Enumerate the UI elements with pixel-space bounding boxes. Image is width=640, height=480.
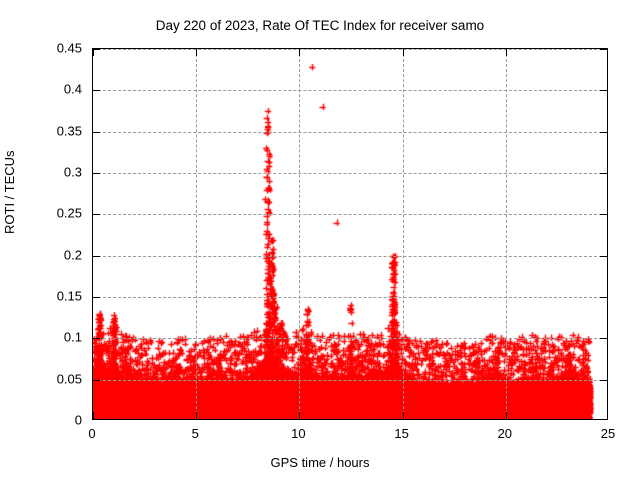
gridline-vertical (299, 49, 301, 419)
gridline-horizontal (93, 90, 607, 92)
x-axis-tick-label: 20 (497, 426, 513, 441)
x-axis-tick (196, 49, 198, 56)
y-axis-tick-label: 0.05 (56, 371, 82, 387)
x-axis-tick (505, 49, 507, 56)
y-axis-tick (93, 90, 100, 92)
y-axis-tick-label: 0.15 (56, 288, 82, 304)
y-axis-tick-label: 0.25 (56, 205, 82, 221)
gridline-horizontal (93, 131, 607, 133)
x-axis-tick-label: 10 (291, 426, 306, 441)
x-axis-tick-label: 5 (191, 426, 199, 441)
y-axis-tick (600, 214, 607, 216)
x-axis-tick (299, 49, 301, 56)
x-axis-tick (505, 412, 507, 419)
gridline-horizontal (93, 338, 607, 340)
y-axis-title: ROTI / TECUs (2, 150, 17, 234)
x-axis-tick (299, 412, 301, 419)
x-axis-tick (402, 49, 404, 56)
y-axis-tick (93, 214, 100, 216)
gridline-vertical (505, 49, 507, 419)
y-axis-tick-label: 0 (74, 412, 82, 428)
y-axis-tick (600, 255, 607, 257)
gridline-vertical (196, 49, 198, 419)
x-axis-title: GPS time / hours (270, 455, 370, 470)
y-axis-tick-label: 0.2 (63, 247, 82, 263)
x-axis-tick-label: 15 (394, 426, 409, 441)
gridline-horizontal (93, 173, 607, 174)
x-axis-tick (196, 412, 198, 419)
gridline-horizontal (93, 49, 607, 50)
y-axis-tick (600, 90, 607, 92)
y-axis-tick (600, 338, 607, 340)
y-axis-tick-label: 0.45 (56, 40, 82, 56)
x-axis-tick (402, 412, 404, 419)
gridline-horizontal (93, 214, 607, 216)
y-axis-tick (93, 297, 100, 298)
gridline-horizontal (93, 297, 607, 298)
y-axis-tick (600, 173, 607, 174)
y-axis-tick (600, 49, 607, 50)
y-axis-tick-label: 0.4 (63, 81, 82, 97)
gridline-vertical (402, 49, 404, 419)
y-axis-tick (93, 255, 100, 257)
gridline-horizontal (93, 255, 607, 257)
y-axis-tick (600, 297, 607, 298)
x-axis-tick-label: 0 (88, 426, 96, 441)
x-axis-tick (93, 49, 94, 56)
y-axis-tick-label: 0.3 (63, 164, 82, 180)
y-axis-tick-label: 0.35 (56, 123, 82, 139)
y-axis-tick-label: 0.1 (63, 329, 82, 345)
y-axis-tick (93, 338, 100, 340)
y-axis-tick (600, 131, 607, 133)
y-axis-tick (93, 173, 100, 174)
page-title: Day 220 of 2023, Rate Of TEC Index for r… (155, 18, 485, 33)
plot-area (92, 48, 608, 420)
gridline-horizontal (93, 379, 607, 381)
y-axis-tick (600, 379, 607, 381)
x-axis-tick (93, 412, 94, 419)
scatter-plot-canvas (93, 49, 607, 419)
y-axis-tick (93, 131, 100, 133)
y-axis-tick (93, 379, 100, 381)
x-axis-tick-label: 25 (600, 426, 616, 441)
y-axis-tick (93, 49, 100, 50)
